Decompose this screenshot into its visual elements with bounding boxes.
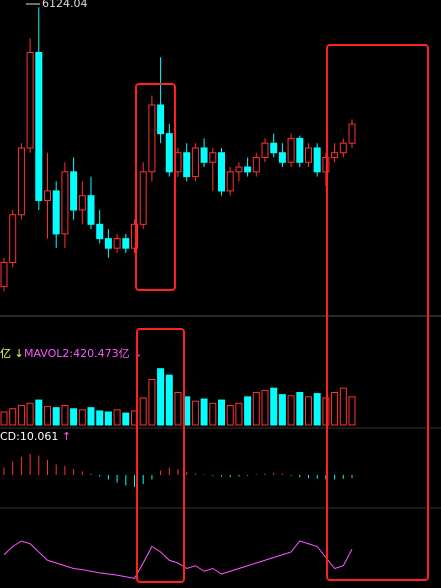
- candle-body: [70, 171, 78, 211]
- candle-body: [9, 214, 17, 263]
- volume-bar: [226, 405, 234, 426]
- candle-body: [252, 157, 260, 173]
- volume-bar: [331, 392, 339, 426]
- volume-bar: [261, 389, 269, 426]
- volume-bar: [0, 411, 8, 426]
- candle-body: [270, 142, 278, 154]
- candle-body: [244, 166, 252, 173]
- volume-bar: [200, 398, 208, 426]
- volume-label: 亿 ↓: [0, 347, 24, 360]
- volume-bar: [104, 411, 112, 426]
- volume-bar: [313, 393, 321, 426]
- volume-bar: [165, 374, 173, 426]
- volume-bar: [35, 399, 43, 426]
- volume-bar: [113, 409, 121, 426]
- candle-body: [235, 166, 243, 173]
- high-label: 6124.04: [42, 0, 88, 10]
- candle-body: [209, 152, 217, 163]
- candle-body: [313, 147, 321, 173]
- volume-bar: [252, 392, 260, 426]
- highlight-box: [326, 44, 429, 581]
- volume-bar: [209, 402, 217, 426]
- volume-bar: [87, 407, 95, 426]
- candle-body: [331, 152, 339, 159]
- candle-body: [287, 137, 295, 163]
- volume-bar: [122, 412, 130, 426]
- volume-bar: [70, 408, 78, 426]
- k-line: [3, 540, 353, 579]
- candle-body: [52, 190, 60, 235]
- volume-bar: [278, 394, 286, 426]
- volume-label: MAVOL2:420.473亿 ↓: [24, 347, 142, 360]
- volume-bar: [17, 405, 25, 426]
- candle-body: [226, 171, 234, 192]
- highlight-box: [135, 83, 176, 291]
- candle-body: [261, 142, 269, 159]
- volume-bar: [78, 409, 86, 426]
- candle-body: [305, 147, 312, 163]
- candle-body: [35, 52, 43, 201]
- volume-bar: [9, 408, 17, 426]
- candle-body: [131, 223, 138, 249]
- candle-body: [165, 133, 173, 173]
- candle-body: [113, 238, 121, 249]
- candle-body: [339, 142, 347, 154]
- volume-bar: [191, 400, 199, 426]
- candle-body: [218, 152, 225, 192]
- volume-bar: [174, 392, 182, 426]
- candle-body: [148, 104, 156, 173]
- volume-bar: [244, 396, 252, 426]
- volume-bar: [296, 392, 304, 426]
- volume-bar: [339, 387, 347, 426]
- candle-body: [191, 147, 199, 178]
- volume-bar: [287, 395, 295, 426]
- candle-body: [44, 190, 51, 201]
- highlight-box: [136, 328, 185, 583]
- candle-body: [0, 262, 8, 287]
- candle-body: [278, 152, 286, 163]
- candle-body: [78, 195, 86, 211]
- macd-arrow: ↑: [62, 430, 71, 443]
- volume-bar: [305, 396, 312, 426]
- volume-bar: [235, 402, 243, 426]
- candle-body: [96, 223, 104, 240]
- volume-bar: [96, 410, 104, 426]
- volume-bar: [218, 399, 225, 426]
- candle-body: [348, 123, 356, 144]
- candle-body: [61, 171, 69, 235]
- candle-body: [200, 147, 208, 163]
- candle-body: [87, 195, 95, 225]
- volume-bar: [52, 407, 60, 426]
- volume-bar: [44, 406, 51, 426]
- volume-bar: [148, 379, 156, 426]
- volume-bar: [322, 397, 330, 426]
- candle-body: [17, 147, 25, 216]
- macd-label: CD:10.061: [0, 430, 58, 443]
- candle-body: [139, 171, 147, 225]
- candle-body: [122, 238, 130, 249]
- volume-bar: [139, 397, 147, 426]
- volume-bar: [270, 387, 278, 426]
- volume-bar: [157, 368, 165, 426]
- candle-body: [26, 52, 34, 149]
- candle-body: [104, 238, 112, 249]
- candle-body: [296, 137, 304, 163]
- volume-bar: [26, 402, 34, 426]
- volume-bar: [348, 396, 356, 426]
- volume-bar: [61, 405, 69, 426]
- candle-body: [322, 157, 330, 173]
- candle-body: [157, 104, 165, 135]
- candle-body: [183, 152, 191, 178]
